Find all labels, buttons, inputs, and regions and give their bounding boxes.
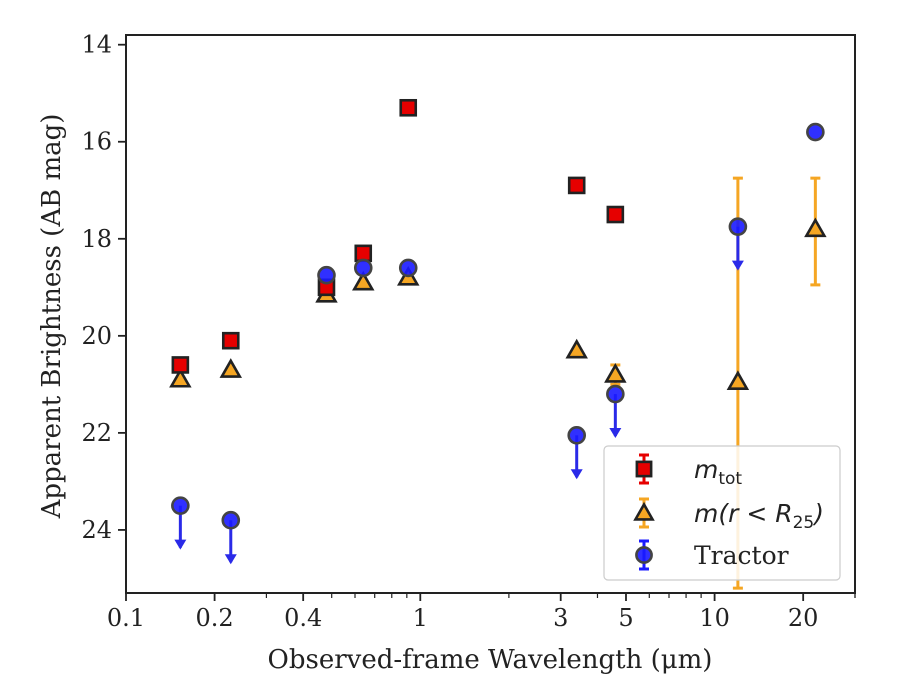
legend-label: Tractor [694,541,789,570]
y-tick-label: 22 [81,419,112,447]
legend-marker-circle [635,546,653,564]
legend-box [603,445,841,581]
legend-marker-square [635,460,653,478]
data-point-square [221,331,240,350]
y-axis-label: Apparent Brightness (AB mag) [37,114,67,520]
data-point-triangle [169,367,192,388]
x-tick-label: 10 [699,604,730,632]
data-point-triangle [565,338,588,359]
upper-limit-arrowhead [570,469,583,480]
data-point-square [171,356,190,374]
plot-frame [125,34,856,594]
data-point-circle [606,384,625,404]
data-point-circle [353,258,373,278]
y-tick-label: 20 [81,322,112,350]
x-tick-label: 5 [618,604,633,632]
y-tick-label: 18 [81,225,112,253]
x-axis-label: Observed-frame Wavelength (μm) [268,645,713,675]
data-point-circle [171,496,190,515]
legend-label: m(r < R25) [694,499,824,533]
data-point-square [399,98,418,117]
y-tick-label: 16 [81,128,112,156]
x-tick-label: 20 [788,604,819,632]
legend: mtot m(r < R25) Tractor [603,445,841,581]
upper-limit-arrowhead [174,539,187,550]
data-point-circle [567,426,587,445]
y-tick-label: 14 [81,31,112,59]
data-point-triangle [726,370,750,390]
y-tick-label: 24 [81,516,112,544]
data-point-square [354,244,373,263]
upper-limit-arrowhead [731,260,744,271]
data-point-triangle [219,358,243,378]
upper-limit-arrowhead [609,428,622,439]
legend-marker-triangle [633,501,655,521]
data-point-square [606,205,625,224]
x-tick-label: 0.2 [196,604,234,632]
data-point-circle [806,122,825,142]
x-tick-label: 1 [413,604,428,632]
data-point-triangle [352,270,375,291]
x-tick-label: 0.1 [107,604,145,632]
data-point-square [567,176,586,195]
x-tick-label: 0.4 [284,604,322,632]
data-point-triangle [804,217,827,238]
data-point-circle [398,258,418,278]
data-point-triangle [604,363,627,383]
data-point-circle [317,265,336,285]
x-tick-label: 3 [553,604,568,632]
data-point-circle [221,510,241,530]
plot-area: 0.1 0.2 0.4 1 3 5 10 20 14 16 18 20 22 24 [81,31,856,632]
data-point-circle [728,217,748,236]
legend-label: mtot [694,455,742,489]
upper-limit-arrowhead [224,554,237,565]
